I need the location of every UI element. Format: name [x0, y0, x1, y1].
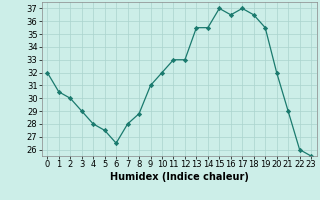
X-axis label: Humidex (Indice chaleur): Humidex (Indice chaleur) — [110, 172, 249, 182]
